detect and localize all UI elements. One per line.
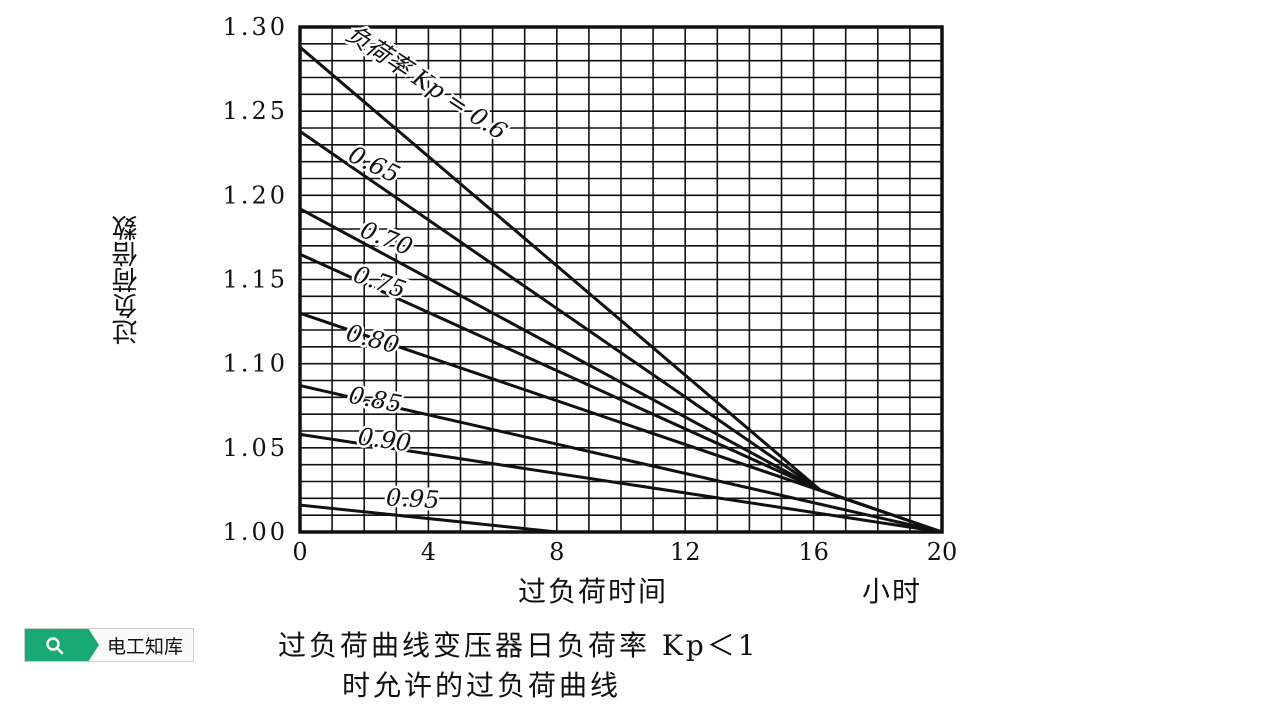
series-line-2 [299, 207, 821, 492]
badge-search-block [25, 629, 99, 661]
y-tick-label: 1.30 [223, 13, 288, 41]
y-tick-label: 1.25 [223, 97, 288, 125]
caption-line-1: 过负荷曲线变压器日负荷率 Kp＜1 [278, 629, 759, 662]
y-tick-labels: 1.00 1.05 1.10 1.15 1.20 1.25 1.30 [223, 13, 288, 546]
series-line-3 [299, 252, 821, 492]
y-tick-label: 1.05 [223, 434, 288, 462]
y-tick-label: 1.10 [223, 350, 288, 378]
source-badge[interactable]: 电工知库 [24, 628, 195, 662]
overload-chart: 1.00 1.05 1.10 1.15 1.20 1.25 1.30 0 4 8 12 16 20 负… [223, 13, 958, 566]
series-line-5 [299, 384, 943, 534]
series-line-7 [299, 503, 557, 534]
series-line-6 [299, 432, 943, 534]
plot-frame [298, 25, 944, 534]
series-label-4: 0.80 [343, 319, 402, 360]
caption-line-2: 时允许的过负荷曲线 [342, 669, 622, 702]
x-axis-unit: 小时 [862, 575, 923, 608]
x-tick-label: 0 [292, 538, 307, 566]
x-tick-label: 16 [798, 538, 829, 566]
series-label-7: 0.95 [385, 483, 440, 514]
chart-frame [298, 25, 944, 534]
series-label-3: 0.75 [350, 260, 410, 304]
x-axis-label: 过负荷时间 [518, 575, 669, 608]
series-tail-line [819, 488, 943, 534]
x-tick-label: 8 [549, 538, 564, 566]
x-tick-label: 12 [670, 538, 701, 566]
search-icon [46, 637, 64, 655]
chart-grid [300, 27, 942, 532]
chart-series [299, 46, 943, 534]
series-label-0: 负荷率 Kp = 0.6 [341, 19, 512, 145]
y-tick-label: 1.15 [223, 266, 288, 294]
badge-text: 电工知库 [107, 635, 184, 658]
y-tick-label: 1.20 [223, 181, 288, 209]
x-tick-labels: 0 4 8 12 16 20 [292, 538, 957, 566]
series-line-0 [299, 46, 821, 492]
y-tick-label: 1.00 [223, 518, 288, 546]
y-axis-label: 过负荷倍数 [112, 215, 142, 345]
x-tick-label: 4 [421, 538, 436, 566]
x-tick-label: 20 [927, 538, 958, 566]
series-line-1 [299, 130, 821, 492]
